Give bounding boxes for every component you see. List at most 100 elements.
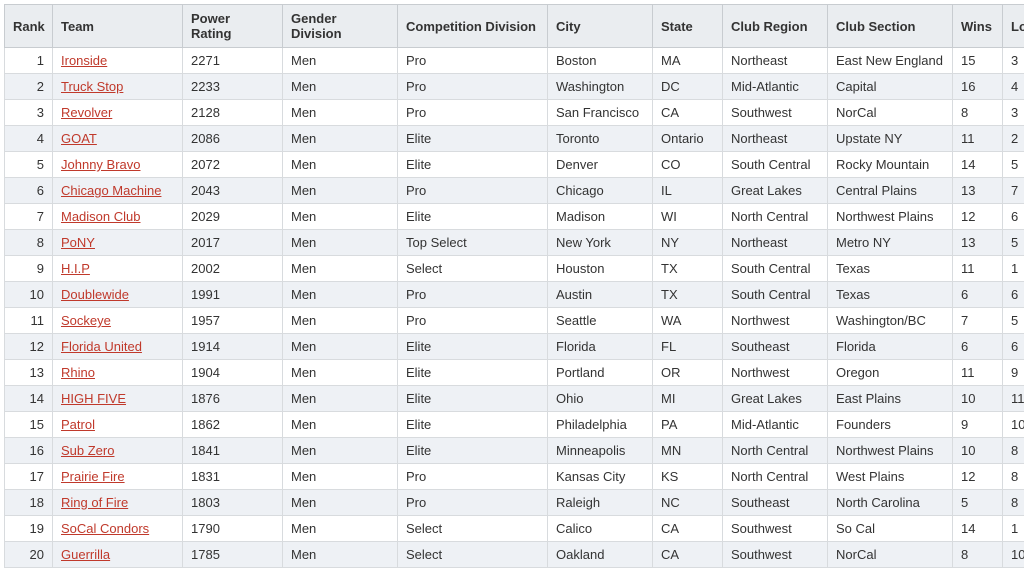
cell-rating: 1803 xyxy=(183,490,283,516)
team-link[interactable]: Chicago Machine xyxy=(61,183,161,198)
cell-team: PoNY xyxy=(53,230,183,256)
table-row: 5Johnny Bravo2072MenEliteDenverCOSouth C… xyxy=(5,152,1024,178)
cell-region: Northeast xyxy=(723,230,828,256)
team-link[interactable]: Patrol xyxy=(61,417,95,432)
team-link[interactable]: SoCal Condors xyxy=(61,521,149,536)
cell-losses: 5 xyxy=(1003,152,1024,178)
cell-wins: 12 xyxy=(953,464,1003,490)
cell-comp: Pro xyxy=(398,464,548,490)
team-link[interactable]: Madison Club xyxy=(61,209,141,224)
cell-rank: 16 xyxy=(5,438,53,464)
cell-state: DC xyxy=(653,74,723,100)
cell-section: Texas xyxy=(828,282,953,308)
team-link[interactable]: Johnny Bravo xyxy=(61,157,141,172)
cell-comp: Elite xyxy=(398,334,548,360)
cell-state: KS xyxy=(653,464,723,490)
cell-team: Truck Stop xyxy=(53,74,183,100)
cell-team: Madison Club xyxy=(53,204,183,230)
cell-wins: 12 xyxy=(953,204,1003,230)
cell-rating: 2072 xyxy=(183,152,283,178)
col-header-rating[interactable]: Power Rating xyxy=(183,5,283,48)
cell-state: OR xyxy=(653,360,723,386)
col-header-team[interactable]: Team xyxy=(53,5,183,48)
cell-section: Florida xyxy=(828,334,953,360)
cell-rating: 1957 xyxy=(183,308,283,334)
cell-city: Madison xyxy=(548,204,653,230)
team-link[interactable]: Rhino xyxy=(61,365,95,380)
cell-wins: 14 xyxy=(953,516,1003,542)
cell-state: NY xyxy=(653,230,723,256)
col-header-gender[interactable]: Gender Division xyxy=(283,5,398,48)
cell-city: Oakland xyxy=(548,542,653,568)
cell-rank: 2 xyxy=(5,74,53,100)
cell-comp: Pro xyxy=(398,308,548,334)
cell-region: Southwest xyxy=(723,542,828,568)
col-header-section[interactable]: Club Section xyxy=(828,5,953,48)
col-header-state[interactable]: State xyxy=(653,5,723,48)
col-header-rank[interactable]: Rank xyxy=(5,5,53,48)
cell-rating: 1790 xyxy=(183,516,283,542)
cell-region: Mid-Atlantic xyxy=(723,74,828,100)
cell-gender: Men xyxy=(283,386,398,412)
team-link[interactable]: Sub Zero xyxy=(61,443,114,458)
cell-state: IL xyxy=(653,178,723,204)
cell-city: Philadelphia xyxy=(548,412,653,438)
table-row: 4GOAT2086MenEliteTorontoOntarioNortheast… xyxy=(5,126,1024,152)
cell-wins: 13 xyxy=(953,230,1003,256)
team-link[interactable]: Truck Stop xyxy=(61,79,123,94)
cell-rating: 1904 xyxy=(183,360,283,386)
cell-city: Ohio xyxy=(548,386,653,412)
cell-gender: Men xyxy=(283,74,398,100)
col-header-losses[interactable]: Losses xyxy=(1003,5,1024,48)
cell-gender: Men xyxy=(283,100,398,126)
team-link[interactable]: GOAT xyxy=(61,131,97,146)
cell-region: Mid-Atlantic xyxy=(723,412,828,438)
table-row: 9H.I.P2002MenSelectHoustonTXSouth Centra… xyxy=(5,256,1024,282)
col-header-comp[interactable]: Competition Division xyxy=(398,5,548,48)
cell-section: West Plains xyxy=(828,464,953,490)
cell-gender: Men xyxy=(283,204,398,230)
cell-region: Northeast xyxy=(723,126,828,152)
team-link[interactable]: Ring of Fire xyxy=(61,495,128,510)
team-link[interactable]: Revolver xyxy=(61,105,112,120)
team-link[interactable]: Ironside xyxy=(61,53,107,68)
cell-team: Guerrilla xyxy=(53,542,183,568)
cell-section: Founders xyxy=(828,412,953,438)
team-link[interactable]: Doublewide xyxy=(61,287,129,302)
team-link[interactable]: HIGH FIVE xyxy=(61,391,126,406)
cell-wins: 7 xyxy=(953,308,1003,334)
table-row: 2Truck Stop2233MenProWashingtonDCMid-Atl… xyxy=(5,74,1024,100)
cell-comp: Elite xyxy=(398,386,548,412)
cell-losses: 8 xyxy=(1003,490,1024,516)
cell-rank: 13 xyxy=(5,360,53,386)
team-link[interactable]: Prairie Fire xyxy=(61,469,125,484)
rankings-table: Rank Team Power Rating Gender Division C… xyxy=(4,4,1024,568)
table-row: 19SoCal Condors1790MenSelectCalicoCASout… xyxy=(5,516,1024,542)
cell-city: Chicago xyxy=(548,178,653,204)
cell-wins: 8 xyxy=(953,542,1003,568)
cell-rating: 1831 xyxy=(183,464,283,490)
team-link[interactable]: Sockeye xyxy=(61,313,111,328)
col-header-region[interactable]: Club Region xyxy=(723,5,828,48)
table-row: 7Madison Club2029MenEliteMadisonWINorth … xyxy=(5,204,1024,230)
cell-city: Minneapolis xyxy=(548,438,653,464)
cell-losses: 8 xyxy=(1003,438,1024,464)
team-link[interactable]: H.I.P xyxy=(61,261,90,276)
cell-comp: Elite xyxy=(398,360,548,386)
cell-region: Southwest xyxy=(723,100,828,126)
cell-team: GOAT xyxy=(53,126,183,152)
cell-city: Seattle xyxy=(548,308,653,334)
team-link[interactable]: Florida United xyxy=(61,339,142,354)
cell-rank: 17 xyxy=(5,464,53,490)
cell-state: TX xyxy=(653,282,723,308)
cell-gender: Men xyxy=(283,490,398,516)
team-link[interactable]: PoNY xyxy=(61,235,95,250)
cell-city: Houston xyxy=(548,256,653,282)
col-header-city[interactable]: City xyxy=(548,5,653,48)
cell-rating: 2043 xyxy=(183,178,283,204)
cell-team: Sockeye xyxy=(53,308,183,334)
cell-gender: Men xyxy=(283,256,398,282)
col-header-wins[interactable]: Wins xyxy=(953,5,1003,48)
cell-section: Texas xyxy=(828,256,953,282)
cell-team: Revolver xyxy=(53,100,183,126)
